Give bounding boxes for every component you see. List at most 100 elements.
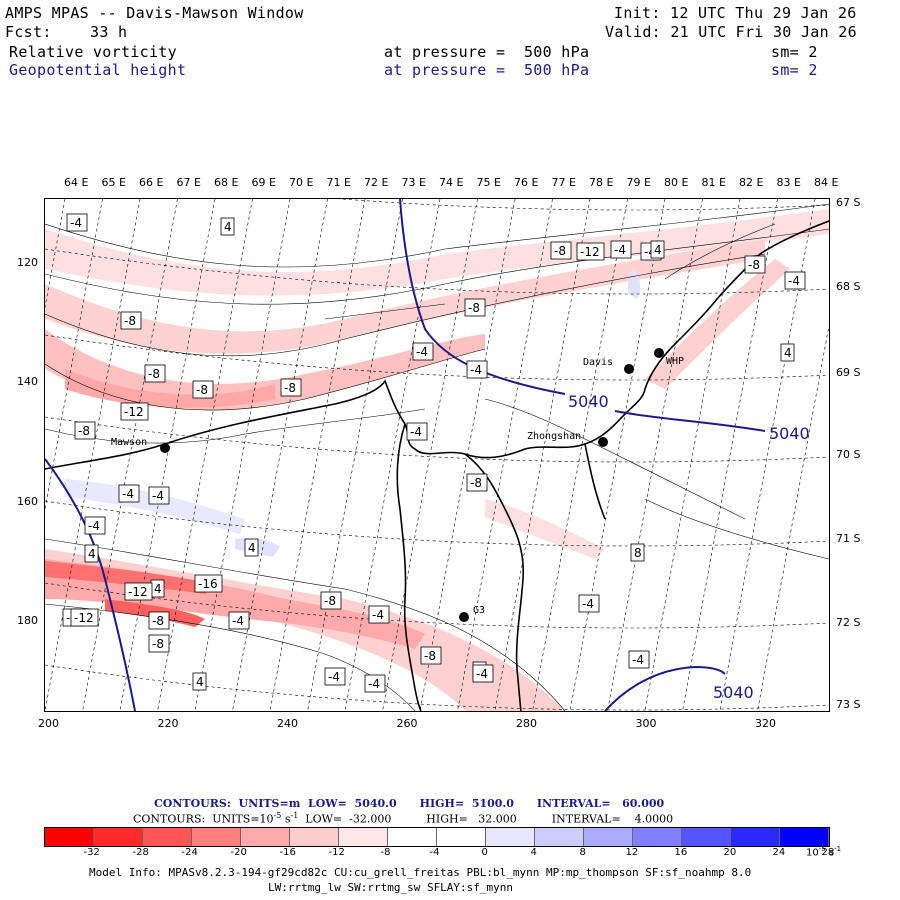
longitude-label: 78 E — [589, 176, 614, 189]
vorticity-label-text: -8 — [468, 301, 480, 315]
longitude-label: 71 E — [326, 176, 351, 189]
longitude-label: 84 E — [814, 176, 839, 189]
color-bar-swatch — [780, 828, 829, 846]
vorticity-label-text: -8 — [284, 381, 296, 395]
geopotential-height-contours — [45, 199, 766, 711]
meridian-line — [757, 324, 829, 711]
station-g3-marker[interactable] — [459, 612, 469, 622]
station-mawson-marker[interactable] — [160, 443, 170, 453]
color-bar-tick-label: -16 — [279, 847, 296, 858]
longitude-label: 72 E — [364, 176, 389, 189]
field1-smoothing: sm= 2 — [771, 43, 818, 61]
units-prefix: 10 — [806, 847, 819, 859]
color-bar — [44, 827, 830, 847]
map-panel[interactable]: Mawson Davis WHP Zhongshan G3 5040 5040 … — [44, 198, 830, 712]
station-label: Davis — [583, 357, 613, 368]
x-tick-label: 240 — [277, 717, 298, 730]
meridian-line — [45, 199, 66, 309]
vorticity-label: 4 — [780, 343, 795, 362]
vorticity-label: -4 — [84, 516, 106, 535]
vorticity-label: -8 — [464, 298, 486, 317]
vorticity-label-text: -8 — [152, 614, 164, 628]
color-bar-tick-label: 16 — [674, 847, 688, 858]
longitude-label: 70 E — [289, 176, 314, 189]
vorticity-label-text: 4 — [784, 346, 792, 360]
meridian-line — [194, 199, 291, 711]
station-label: G3 — [473, 605, 485, 616]
model-info-line1: Model Info: MPASv8.2.3-194-gf29cd82c CU:… — [89, 866, 752, 879]
vorticity-label: -8 — [466, 473, 488, 492]
vorticity-contours — [45, 203, 829, 711]
vorticity-label-text: -8 — [196, 383, 208, 397]
latitude-label: 72 S — [836, 616, 861, 629]
vorticity-label-text: -4 — [644, 245, 656, 259]
vorticity-label: -4 — [578, 594, 600, 613]
field2-level: at pressure = 500 hPa — [384, 61, 590, 79]
x-tick-label: 300 — [635, 717, 657, 730]
parallel-line — [45, 334, 829, 381]
meridian-line — [45, 199, 103, 511]
vorticity-label: 4 — [84, 544, 99, 563]
meridian-line — [382, 199, 478, 711]
vorticity-label: -8 — [420, 646, 442, 665]
meridian-line — [682, 199, 778, 711]
vorticity-label-text: -16 — [198, 577, 218, 591]
station-davis-marker[interactable] — [624, 364, 634, 374]
vorticity-label-text: -8 — [324, 594, 336, 608]
vorticity-contour-info: CONTOURS: UNITS=10-5 s-1 LOW= -32.000 HI… — [133, 811, 673, 826]
longitude-label: 81 E — [701, 176, 726, 189]
vorticity-label-text: -8 — [78, 424, 90, 438]
vorticity-label: 4 — [150, 579, 165, 598]
meridian-line — [269, 199, 366, 711]
vorticity-label: -12 — [576, 242, 605, 261]
vorticity-label-text: -4 — [372, 608, 384, 622]
x-tick-label: 220 — [157, 717, 179, 730]
plot-title: AMPS MPAS -- Davis-Mawson Window — [5, 4, 304, 22]
station-label: Mawson — [111, 437, 147, 448]
color-bar-tick-label: -20 — [230, 847, 247, 858]
coastline — [45, 220, 829, 711]
color-bar-tick-label: 12 — [625, 847, 639, 858]
vorticity-label-text: -4 — [70, 216, 82, 230]
parallel-line — [45, 416, 829, 463]
longitude-label: 75 E — [476, 176, 501, 189]
vorticity-label-text: -8 — [148, 367, 160, 381]
station-zhongshan-marker[interactable] — [598, 437, 608, 447]
vorticity-label: -8 — [744, 255, 766, 274]
field1-name: Relative vorticity — [9, 43, 177, 61]
color-bar-tick-label: -8 — [380, 847, 391, 858]
vorticity-label-text: -4 — [122, 487, 134, 501]
station-markers — [160, 348, 664, 622]
x-tick-label: 320 — [755, 717, 776, 730]
vorticity-label: -8 — [148, 634, 170, 653]
x-tick-label: 260 — [396, 717, 418, 730]
vorticity-label-text: -8 — [470, 476, 482, 490]
y-tick-label: 180 — [17, 614, 38, 627]
color-bar-tick-label: 28 — [821, 847, 835, 858]
vorticity-label-text: -4 — [614, 243, 626, 257]
vorticity-label-text: -8 — [424, 649, 436, 663]
forecast-hour: 33 h — [90, 23, 128, 41]
y-tick-label: 160 — [17, 495, 38, 508]
latitude-label: 67 S — [836, 196, 861, 209]
color-bar-tick-label: 20 — [723, 847, 737, 858]
meridian-line — [344, 199, 441, 711]
height-label: 5040 — [568, 392, 609, 411]
color-bar-swatch — [143, 828, 192, 846]
vorticity-label: -4 — [66, 213, 88, 232]
map-canvas: Mawson Davis WHP Zhongshan G3 5040 5040 … — [45, 199, 829, 711]
vorticity-label: -12 — [124, 582, 153, 601]
color-bar-swatch — [437, 828, 486, 846]
vorticity-label: -8 — [120, 311, 142, 330]
meridian-line — [307, 199, 403, 711]
color-bar-swatch — [633, 828, 682, 846]
vorticity-label-text: -4 — [632, 653, 644, 667]
meridian-line — [157, 199, 253, 711]
color-bar-tick-label: -12 — [328, 847, 345, 858]
vorticity-label: 4 — [244, 538, 259, 557]
vorticity-label: -4 — [412, 342, 434, 361]
color-bar-swatch — [339, 828, 388, 846]
color-bar-swatch — [682, 828, 731, 846]
longitude-label: 68 E — [214, 176, 239, 189]
station-whp-marker[interactable] — [654, 348, 664, 358]
